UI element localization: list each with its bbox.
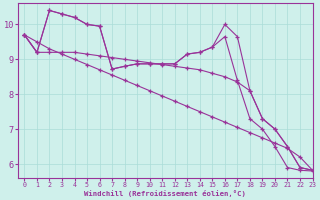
X-axis label: Windchill (Refroidissement éolien,°C): Windchill (Refroidissement éolien,°C) bbox=[84, 190, 246, 197]
